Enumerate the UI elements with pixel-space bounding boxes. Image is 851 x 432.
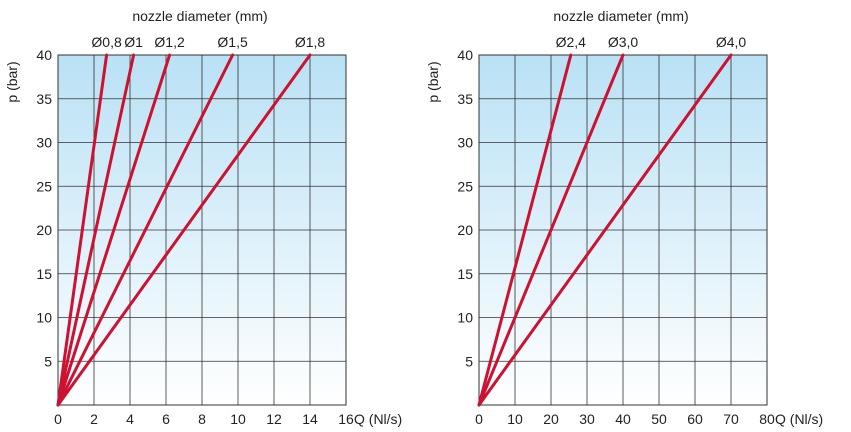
y-tick-label: 15: [36, 266, 52, 282]
series-line-0-3: [56, 53, 235, 407]
y-tick-label: 10: [457, 310, 473, 326]
x-axis-label: Q (Nl/s): [354, 411, 402, 427]
chart-title: nozzle diameter (mm): [132, 8, 267, 24]
plot-frame-0: [57, 54, 347, 406]
y-tick-label: 30: [36, 135, 52, 151]
series-label: Ø1: [124, 34, 143, 50]
y-tick-label: 25: [36, 178, 52, 194]
series-label: Ø1,5: [217, 34, 248, 50]
x-tick-label: 2: [90, 411, 98, 427]
x-tick-label: 16: [338, 411, 354, 427]
x-tick-label: 0: [54, 411, 62, 427]
y-axis-label: p (bar): [425, 61, 441, 102]
y-tick-label: 20: [457, 222, 473, 238]
x-tick-label: 70: [723, 411, 739, 427]
x-tick-label: 14: [302, 411, 318, 427]
x-axis-label: Q (Nl/s): [775, 411, 823, 427]
series-line-0-4: [56, 53, 312, 407]
x-tick-label: 30: [579, 411, 595, 427]
y-tick-label: 40: [36, 47, 52, 63]
y-tick-label: 5: [44, 353, 52, 369]
y-tick-label: 35: [457, 91, 473, 107]
x-tick-label: 6: [162, 411, 170, 427]
series-line-1-2: [477, 53, 733, 407]
x-tick-label: 10: [507, 411, 523, 427]
series-label: Ø3,0: [608, 34, 639, 50]
x-tick-label: 0: [475, 411, 483, 427]
series-label: Ø2,4: [556, 34, 587, 50]
y-tick-label: 25: [457, 178, 473, 194]
series-line-0-1: [56, 53, 136, 407]
series-label: Ø4,0: [716, 34, 747, 50]
y-tick-label: 30: [457, 135, 473, 151]
y-tick-label: 5: [465, 353, 473, 369]
series-label: Ø0,8: [91, 34, 122, 50]
x-tick-label: 10: [230, 411, 246, 427]
series-line-0-2: [56, 53, 172, 407]
y-tick-label: 20: [36, 222, 52, 238]
series-line-0-0: [56, 53, 109, 407]
x-tick-label: 4: [126, 411, 134, 427]
series-label: Ø1,8: [295, 34, 326, 50]
y-tick-label: 10: [36, 310, 52, 326]
x-tick-label: 80: [759, 411, 775, 427]
x-tick-label: 40: [615, 411, 631, 427]
y-tick-label: 15: [457, 266, 473, 282]
chart-title: nozzle diameter (mm): [553, 8, 688, 24]
series-label: Ø1,2: [154, 34, 185, 50]
x-tick-label: 50: [651, 411, 667, 427]
x-tick-label: 20: [543, 411, 559, 427]
x-tick-label: 8: [198, 411, 206, 427]
x-tick-label: 60: [687, 411, 703, 427]
series-line-1-1: [477, 53, 625, 407]
y-tick-label: 35: [36, 91, 52, 107]
x-tick-label: 12: [266, 411, 282, 427]
y-axis-label: p (bar): [4, 61, 20, 102]
series-line-1-0: [477, 53, 573, 407]
y-tick-label: 40: [457, 47, 473, 63]
